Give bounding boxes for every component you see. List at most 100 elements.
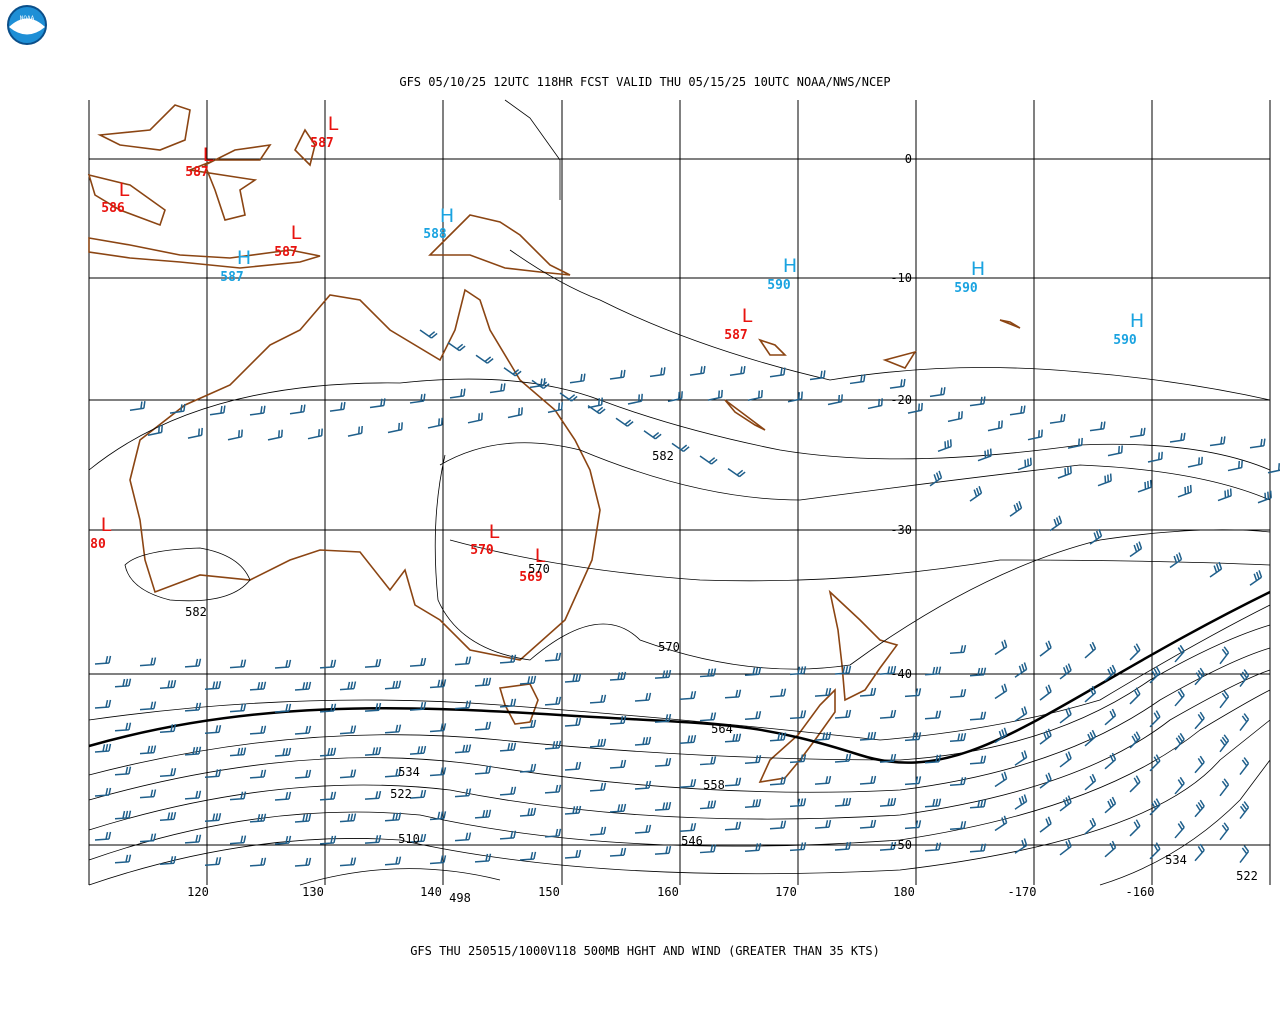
wind-barb: [671, 442, 690, 453]
barb-stroke: [229, 791, 247, 801]
wind-barb: [609, 369, 626, 380]
wind-barb: [204, 681, 222, 691]
wind-barb: [769, 367, 786, 378]
barb-stroke: [339, 681, 357, 691]
wind-barb: [1089, 528, 1103, 545]
barb-stroke: [294, 813, 312, 823]
barb-stroke: [114, 854, 132, 864]
barb-stroke: [1239, 669, 1250, 688]
barb-stroke: [427, 417, 443, 429]
center-value: 587: [310, 136, 333, 151]
wind-barb: [969, 799, 987, 809]
wind-barb: [1129, 687, 1141, 705]
wind-barb: [129, 400, 146, 411]
barb-stroke: [827, 394, 843, 406]
wind-barb: [699, 756, 717, 766]
longitude-label: 120: [187, 885, 209, 899]
barb-stroke: [769, 367, 786, 378]
wind-barb: [699, 844, 717, 854]
barb-stroke: [1257, 490, 1272, 504]
wind-barb: [1219, 822, 1230, 841]
barb-stroke: [1187, 456, 1203, 468]
barb-stroke: [569, 373, 586, 384]
wind-barb: [1187, 456, 1203, 468]
labels: 120 130 140 150 160 170 180 -170 -160 0 -10 -20 -30 -…: [90, 113, 1258, 905]
wind-barb: [507, 407, 523, 419]
wind-barb: [1039, 816, 1052, 833]
barb-stroke: [994, 815, 1008, 832]
barb-stroke: [634, 780, 652, 790]
wind-barb: [707, 389, 723, 401]
wind-barb: [969, 711, 987, 721]
center-letter: L: [535, 545, 546, 567]
barb-stroke: [769, 688, 787, 698]
logo-text: NOAA: [20, 15, 35, 22]
barb-stroke: [507, 407, 523, 419]
wind-barb: [949, 776, 967, 786]
wind-barb: [609, 759, 627, 769]
wind-barb: [139, 833, 157, 843]
barb-stroke: [1149, 754, 1161, 772]
wind-barb: [634, 780, 652, 790]
barb-stroke: [1027, 429, 1043, 441]
wind-barb: [1129, 775, 1141, 793]
barb-stroke: [1039, 640, 1052, 657]
barb-stroke: [744, 755, 762, 765]
barb-stroke: [1107, 445, 1123, 457]
barb-stroke: [789, 710, 807, 720]
center-letter: L: [328, 113, 339, 135]
barb-stroke: [94, 831, 112, 841]
wind-barb: [474, 853, 492, 863]
wind-barb: [159, 723, 177, 733]
wind-barb: [454, 744, 472, 754]
wind-barb: [1169, 432, 1186, 443]
barb-stroke: [429, 811, 447, 821]
barb-stroke: [319, 791, 337, 801]
barb-stroke: [409, 701, 427, 711]
wind-barb: [834, 841, 852, 851]
wind-barb: [949, 732, 967, 742]
center-letter: H: [237, 247, 251, 269]
barb-stroke: [519, 807, 537, 817]
barb-stroke: [384, 812, 402, 822]
barb-stroke: [454, 700, 472, 710]
center-letter: L: [203, 144, 214, 166]
barb-stroke: [924, 666, 942, 676]
wind-barb: [609, 847, 627, 857]
barb-stroke: [879, 665, 897, 675]
barb-stroke: [454, 788, 472, 798]
wind-barb: [94, 699, 112, 709]
wind-barb: [454, 788, 472, 798]
wind-barb: [94, 831, 112, 841]
wind-barb: [1219, 778, 1230, 797]
wind-barb: [699, 800, 717, 810]
barb-stroke: [519, 851, 537, 861]
barb-stroke: [689, 365, 706, 376]
barb-stroke: [699, 712, 717, 722]
barb-stroke: [139, 701, 157, 711]
wind-barb: [294, 857, 312, 867]
barb-stroke: [787, 391, 803, 403]
barb-stroke: [1239, 845, 1250, 864]
wind-barb: [467, 412, 483, 424]
barb-stroke: [384, 724, 402, 734]
barb-stroke: [564, 673, 582, 683]
contour-label: 564: [711, 722, 733, 736]
wind-barb: [519, 851, 537, 861]
barb-stroke: [924, 710, 942, 720]
wind-barb: [347, 425, 363, 437]
barb-stroke: [679, 778, 697, 788]
barb-stroke: [531, 379, 550, 390]
wind-barb: [544, 696, 562, 706]
barb-stroke: [204, 769, 222, 779]
barb-stroke: [1059, 751, 1072, 768]
wind-barb: [859, 687, 877, 697]
wind-barb: [187, 427, 203, 439]
barb-stroke: [544, 784, 562, 794]
barb-stroke: [1209, 561, 1223, 578]
barb-stroke: [994, 771, 1008, 788]
wind-barb: [319, 835, 337, 845]
barb-stroke: [499, 786, 517, 796]
wind-barb: [184, 790, 202, 800]
wind-barb: [994, 727, 1008, 744]
